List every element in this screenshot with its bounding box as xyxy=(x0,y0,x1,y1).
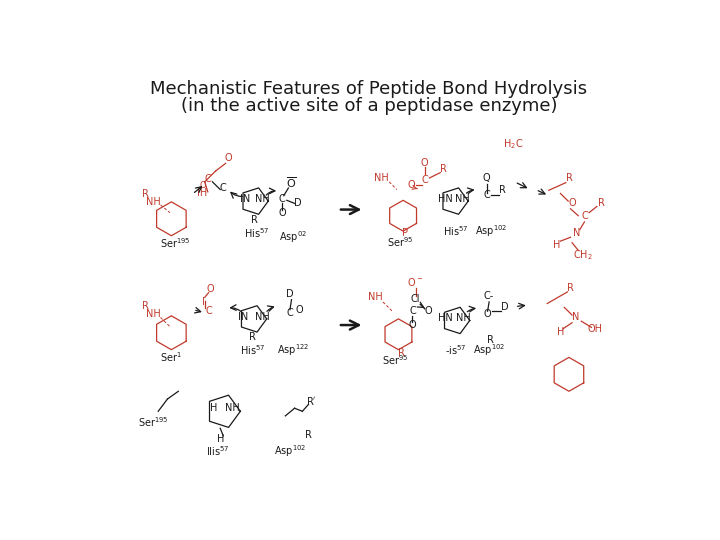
Text: O: O xyxy=(279,208,286,218)
Text: H: H xyxy=(210,403,217,413)
Text: C: C xyxy=(220,183,227,193)
Text: O$^-$: O$^-$ xyxy=(408,276,423,288)
Text: Asp$^{102}$: Asp$^{102}$ xyxy=(473,342,505,357)
Text: Q: Q xyxy=(483,173,490,183)
Text: $\overline{\rm O}$: $\overline{\rm O}$ xyxy=(286,176,297,190)
Text: C-: C- xyxy=(484,291,494,301)
Text: -is$^{57}$: -is$^{57}$ xyxy=(445,343,467,356)
Text: IN: IN xyxy=(240,194,250,204)
Text: NH: NH xyxy=(146,197,161,207)
Text: R: R xyxy=(143,301,149,311)
Text: Ser$^{95}$: Ser$^{95}$ xyxy=(382,354,408,367)
Text: NH: NH xyxy=(374,173,389,183)
Text: R: R xyxy=(598,198,605,207)
Text: C: C xyxy=(279,194,286,204)
Text: His$^{57}$: His$^{57}$ xyxy=(244,226,269,240)
Text: NH: NH xyxy=(255,312,269,322)
Text: N: N xyxy=(572,312,580,322)
Text: R: R xyxy=(565,173,572,183)
Text: I: I xyxy=(202,297,205,307)
Text: Asp$^{102}$: Asp$^{102}$ xyxy=(475,223,508,239)
Text: O: O xyxy=(199,181,206,190)
Text: NH: NH xyxy=(368,292,382,302)
Text: H: H xyxy=(557,327,564,337)
Text: Ser$^{95}$: Ser$^{95}$ xyxy=(387,235,413,249)
Text: D: D xyxy=(286,289,294,299)
Text: Ser$^{1}$: Ser$^{1}$ xyxy=(161,350,182,365)
Text: C: C xyxy=(409,306,415,316)
Text: R: R xyxy=(499,185,505,194)
Text: D: D xyxy=(294,198,302,208)
Text: R: R xyxy=(143,189,149,199)
Text: D: D xyxy=(501,301,508,312)
Text: O: O xyxy=(407,180,415,190)
Text: (in the active site of a peptidase enzyme): (in the active site of a peptidase enzym… xyxy=(181,97,557,115)
Text: HN: HN xyxy=(438,194,452,204)
Text: O: O xyxy=(484,309,491,319)
Text: OH: OH xyxy=(588,324,603,334)
Text: Asp$^{122}$: Asp$^{122}$ xyxy=(277,342,309,357)
Text: O: O xyxy=(295,305,303,315)
Text: IIis$^{57}$: IIis$^{57}$ xyxy=(206,444,230,458)
Text: R: R xyxy=(398,348,405,358)
Text: R: R xyxy=(440,164,447,174)
Text: HN: HN xyxy=(438,313,453,323)
Text: C: C xyxy=(581,212,588,221)
Text: NH: NH xyxy=(225,403,240,413)
Text: His$^{57}$: His$^{57}$ xyxy=(240,343,265,356)
Text: O: O xyxy=(224,153,232,163)
Text: O: O xyxy=(568,198,576,207)
Text: Ser$^{195}$: Ser$^{195}$ xyxy=(160,237,191,251)
Text: IN: IN xyxy=(238,312,248,322)
Text: R: R xyxy=(305,430,312,440)
Text: C: C xyxy=(483,190,490,200)
Text: O: O xyxy=(408,320,416,330)
Text: NH: NH xyxy=(454,194,469,204)
Text: NH: NH xyxy=(456,313,471,323)
Text: C: C xyxy=(204,174,211,184)
Text: Mechanistic Features of Peptide Bond Hydrolysis: Mechanistic Features of Peptide Bond Hyd… xyxy=(150,80,588,98)
Text: CH$_2$: CH$_2$ xyxy=(573,248,593,262)
Text: C: C xyxy=(205,306,212,316)
Text: H: H xyxy=(553,240,560,250)
Text: NH: NH xyxy=(255,194,269,204)
Text: R: R xyxy=(251,215,258,225)
Text: O: O xyxy=(421,158,428,168)
Text: Cl: Cl xyxy=(410,294,420,304)
Text: O: O xyxy=(207,284,214,294)
Text: NH: NH xyxy=(146,308,161,319)
Text: R: R xyxy=(487,335,494,345)
Text: R$'$: R$'$ xyxy=(306,395,317,407)
Text: H$_2$C: H$_2$C xyxy=(503,137,523,151)
Text: C: C xyxy=(287,308,293,318)
Text: R: R xyxy=(567,283,574,293)
Text: Asp$^{02}$: Asp$^{02}$ xyxy=(279,230,307,245)
Text: H: H xyxy=(217,434,224,444)
Text: IH: IH xyxy=(197,187,207,198)
Text: Asp$^{102}$: Asp$^{102}$ xyxy=(274,443,306,459)
Text: R: R xyxy=(249,333,256,342)
Text: O: O xyxy=(424,306,432,316)
Text: P: P xyxy=(402,228,408,238)
Text: Ser$^{195}$: Ser$^{195}$ xyxy=(138,415,169,429)
Text: His$^{57}$: His$^{57}$ xyxy=(444,224,468,238)
Text: C: C xyxy=(421,176,428,185)
Text: N: N xyxy=(573,228,580,239)
